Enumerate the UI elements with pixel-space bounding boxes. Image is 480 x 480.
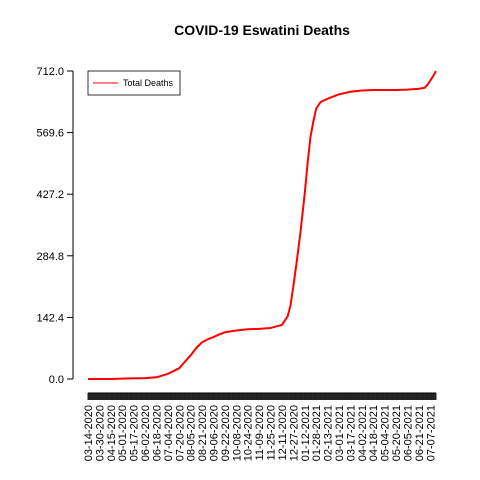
legend: Total Deaths <box>87 70 181 96</box>
x-tick-label: 03-30-2020 <box>94 405 106 461</box>
x-tick-label: 04-02-2021 <box>357 405 369 461</box>
x-tick-label: 09-06-2020 <box>209 405 221 461</box>
x-tick-label: 04-15-2020 <box>106 405 118 461</box>
y-tick-label: 284.8 <box>36 251 64 263</box>
x-tick-label: 05-17-2020 <box>129 405 141 461</box>
x-tick-label: 06-21-2021 <box>414 405 426 461</box>
x-tick-label: 08-05-2020 <box>186 405 198 461</box>
series-line-total-deaths <box>88 70 437 380</box>
x-axis: 03-14-2020 03-30-2020 04-15-2020 05-01-2020… <box>83 392 437 461</box>
y-tick-label: 142.4 <box>36 312 64 324</box>
y-tick-label: 569.6 <box>36 128 64 140</box>
y-axis: 0.0 142.4 284.8 427.2 569.6 712.0 <box>36 66 74 386</box>
x-tick-label: 06-02-2020 <box>140 405 152 461</box>
y-tick-label: 712.0 <box>36 66 64 78</box>
x-tick-label: 09-22-2020 <box>220 405 232 461</box>
x-tick-label: 11-25-2020 <box>266 405 278 460</box>
legend-label: Total Deaths <box>123 78 174 88</box>
x-tick-label: 08-21-2020 <box>197 405 209 461</box>
x-tick-label: 05-20-2021 <box>391 405 403 461</box>
x-tick-label: 07-20-2020 <box>174 405 186 461</box>
y-tick-label: 427.2 <box>36 189 64 201</box>
series-layer <box>88 70 437 380</box>
x-tick-label: 06-18-2020 <box>151 405 163 461</box>
x-tick-label: 05-04-2021 <box>380 405 392 461</box>
x-tick-label: 12-11-2020 <box>277 405 289 460</box>
x-tick-label: 12-27-2020 <box>288 405 300 461</box>
chart-title: COVID-19 Eswatini Deaths <box>174 22 350 38</box>
x-tick-label: 07-07-2021 <box>425 405 437 461</box>
x-tick-label: 07-04-2020 <box>163 405 175 461</box>
x-tick-label: 10-08-2020 <box>231 405 243 461</box>
x-tick-label: 02-13-2021 <box>323 405 335 461</box>
x-tick-label: 04-18-2021 <box>368 405 380 461</box>
x-tick-label: 03-17-2021 <box>345 405 357 461</box>
x-tick-label: 11-09-2020 <box>254 405 266 460</box>
x-tick-label: 06-05-2021 <box>402 405 414 461</box>
x-tick-label: 01-12-2021 <box>300 405 312 461</box>
x-tick-label: 03-14-2020 <box>83 405 95 461</box>
y-tick-label: 0.0 <box>49 374 64 386</box>
x-tick-label: 05-01-2020 <box>117 405 129 461</box>
x-tick-label: 01-28-2021 <box>311 405 323 461</box>
x-tick-label: 10-24-2020 <box>243 405 255 461</box>
x-tick-label: 03-01-2021 <box>334 405 346 461</box>
